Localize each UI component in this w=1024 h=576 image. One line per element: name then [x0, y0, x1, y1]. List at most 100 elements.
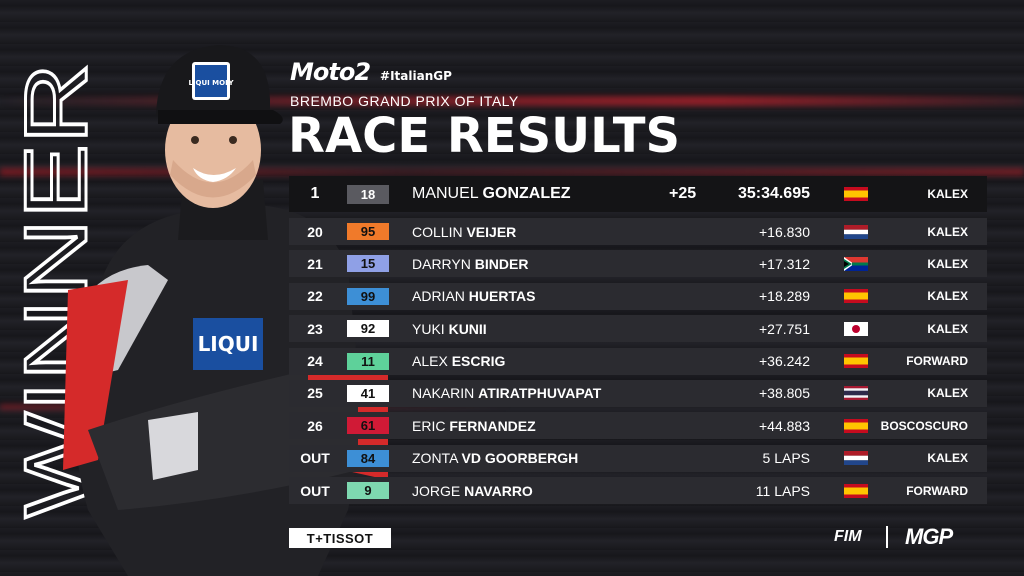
- cap-logo-text: LIQUI MOLY: [188, 79, 234, 87]
- spain-flag: [844, 483, 868, 498]
- team-name: KALEX: [927, 386, 968, 401]
- race-time: +17.312: [759, 255, 810, 272]
- event-name: BREMBO GRAND PRIX OF ITALY: [290, 93, 519, 109]
- race-time: +38.805: [759, 385, 810, 402]
- team-name: FORWARD: [906, 483, 968, 498]
- rider-first-name: ERIC: [412, 417, 446, 434]
- team-name: BOSCOSCURO: [880, 418, 968, 433]
- rider-first-name: MANUEL: [412, 185, 479, 202]
- rider-name: JORGE NAVARRO: [412, 483, 533, 499]
- team-name: KALEX: [927, 224, 968, 239]
- results-table: 1 18 MANUEL GONZALEZ +25 35:34.695 KALEX 20 95 C…: [289, 176, 987, 510]
- race-time: 5 LAPS: [762, 450, 810, 467]
- race-time: +44.883: [759, 417, 810, 434]
- rider-name: YUKI KUNII: [412, 321, 487, 337]
- japan-flag: [844, 321, 868, 336]
- race-time: 35:34.695: [737, 185, 810, 202]
- result-row: 26 61 ERIC FERNANDEZ +44.883 BOSCOSCURO: [289, 412, 987, 440]
- netherlands-flag: [844, 451, 868, 466]
- rider-photo: LIQUI LIQUI MOLY: [63, 45, 388, 576]
- result-row: 21 15 DARRYN BINDER +17.312 KALEX: [289, 250, 987, 278]
- rider-last-name: VD GOORBERGH: [461, 450, 579, 467]
- result-row: 24 11 ALEX ESCRIG +36.242 FORWARD: [289, 347, 987, 375]
- team-name: KALEX: [927, 321, 968, 336]
- rider-last-name: ATIRATPHUVAPAT: [478, 385, 602, 402]
- rider-name: MANUEL GONZALEZ: [412, 185, 571, 203]
- position: OUT: [300, 450, 330, 467]
- position: 22: [307, 288, 323, 305]
- rider-name: ZONTA VD GOORBERGH: [412, 450, 578, 466]
- position: 20: [307, 223, 323, 240]
- rider-last-name: HUERTAS: [468, 288, 536, 305]
- rider-number-badge: 11: [347, 352, 389, 370]
- rider-first-name: ADRIAN: [412, 288, 465, 305]
- rider-name: NAKARIN ATIRATPHUVAPAT: [412, 385, 601, 401]
- spain-flag: [844, 354, 868, 369]
- rider-name: COLLIN VEIJER: [412, 224, 516, 240]
- hashtag: #ItalianGP: [380, 69, 452, 83]
- race-time: 11 LAPS: [755, 482, 810, 499]
- team-name: KALEX: [927, 289, 968, 304]
- rider-name: ADRIAN HUERTAS: [412, 288, 535, 304]
- rider-last-name: KUNII: [448, 320, 487, 337]
- rider-last-name: BINDER: [474, 255, 529, 272]
- rider-last-name: ESCRIG: [451, 353, 506, 370]
- background-streak: [0, 168, 1024, 176]
- rider-number-badge: 61: [347, 417, 389, 435]
- position: 1: [310, 185, 320, 202]
- points: +25: [669, 185, 697, 202]
- race-time: +36.242: [759, 353, 810, 370]
- result-row: OUT 9 JORGE NAVARRO 11 LAPS FORWARD: [289, 477, 987, 505]
- result-row: 22 99 ADRIAN HUERTAS +18.289 KALEX: [289, 282, 987, 310]
- race-time: +16.830: [759, 223, 810, 240]
- result-row: 1 18 MANUEL GONZALEZ +25 35:34.695 KALEX: [289, 176, 987, 212]
- rider-number-badge: 9: [347, 482, 389, 500]
- rider-last-name: FERNANDEZ: [449, 417, 536, 434]
- result-row: OUT 84 ZONTA VD GOORBERGH 5 LAPS KALEX: [289, 444, 987, 472]
- rider-name: DARRYN BINDER: [412, 256, 528, 272]
- team-name: KALEX: [927, 451, 968, 466]
- position: OUT: [300, 482, 330, 499]
- rider-first-name: NAKARIN: [412, 385, 475, 402]
- team-name: FORWARD: [906, 354, 968, 369]
- netherlands-flag: [844, 224, 868, 239]
- fim-logo: FIM: [834, 528, 862, 545]
- spain-flag: [844, 187, 868, 201]
- result-row: 25 41 NAKARIN ATIRATPHUVAPAT +38.805 KALEX: [289, 379, 987, 407]
- rider-first-name: ZONTA: [412, 450, 458, 467]
- chest-logo-text: LIQUI: [198, 332, 259, 356]
- rider-first-name: COLLIN: [412, 223, 463, 240]
- thailand-flag: [844, 386, 868, 401]
- position: 24: [307, 353, 323, 370]
- background-streak: [0, 96, 1024, 106]
- position: 26: [307, 417, 323, 434]
- team-name: KALEX: [927, 256, 968, 271]
- spain-flag: [844, 289, 868, 304]
- race-time: +18.289: [759, 288, 810, 305]
- footer-divider: [886, 526, 888, 548]
- rider-number-badge: 15: [347, 255, 389, 273]
- header-brand: Moto2 #ItalianGP: [290, 58, 452, 86]
- rider-number-badge: 18: [347, 184, 389, 204]
- rider-first-name: JORGE: [412, 482, 461, 499]
- rider-number-badge: 84: [347, 449, 389, 467]
- race-time: +27.751: [759, 320, 810, 337]
- position: 23: [307, 320, 323, 337]
- rider-number-badge: 92: [347, 320, 389, 338]
- rider-first-name: YUKI: [412, 320, 445, 337]
- rider-number-badge: 41: [347, 384, 389, 402]
- rider-first-name: DARRYN: [412, 255, 471, 272]
- rider-name: ALEX ESCRIG: [412, 353, 505, 369]
- tissot-logo: T+TISSOT: [289, 528, 391, 548]
- spain-flag: [844, 418, 868, 433]
- rider-last-name: GONZALEZ: [482, 185, 571, 202]
- rider-number-badge: 95: [347, 223, 389, 240]
- rider-first-name: ALEX: [412, 353, 448, 370]
- rider-name: ERIC FERNANDEZ: [412, 418, 536, 434]
- result-row: 23 92 YUKI KUNII +27.751 KALEX: [289, 315, 987, 343]
- team-name: KALEX: [927, 187, 968, 201]
- page-title: RACE RESULTS: [288, 108, 681, 164]
- result-row: 20 95 COLLIN VEIJER +16.830 KALEX: [289, 218, 987, 245]
- south-africa-flag: [844, 256, 868, 271]
